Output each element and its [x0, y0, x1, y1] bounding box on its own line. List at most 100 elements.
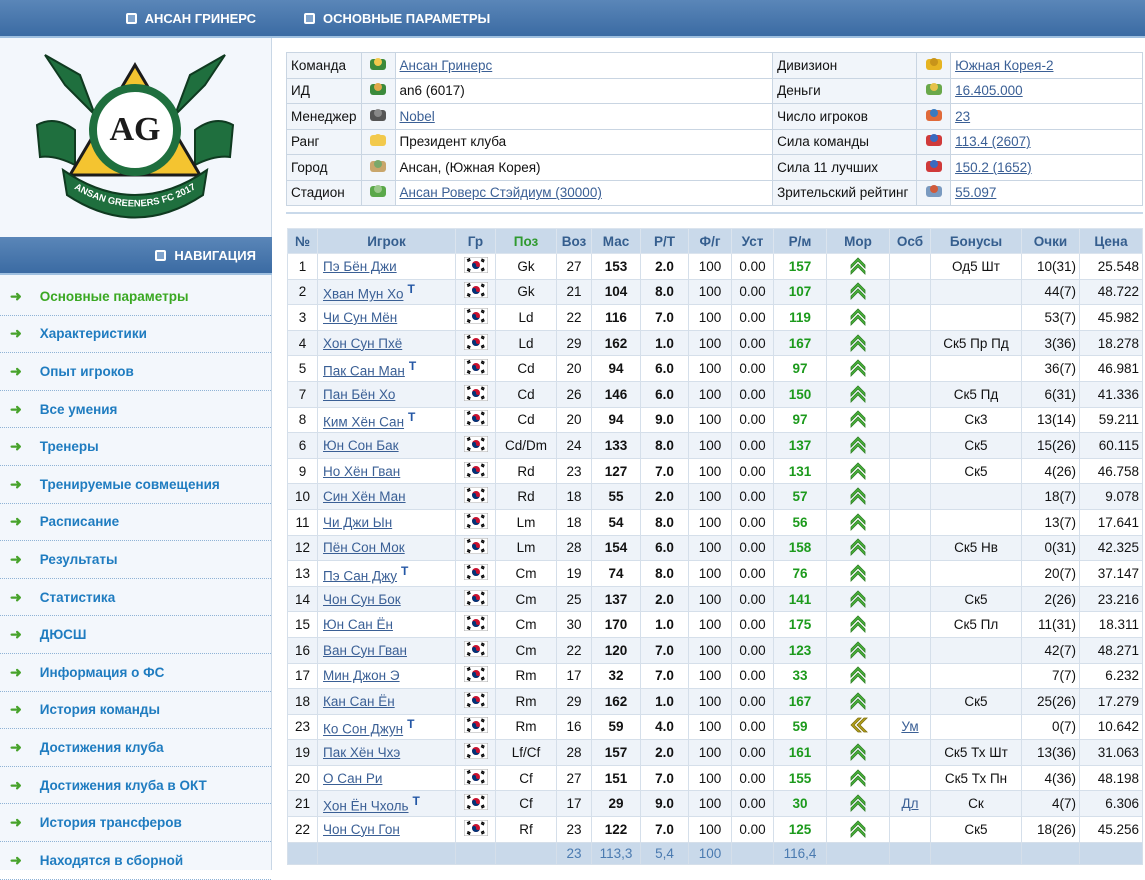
- cell-text: 100: [698, 489, 722, 505]
- special-ability[interactable]: Дл: [901, 796, 919, 812]
- nav-item[interactable]: ➜ Статистика: [0, 579, 271, 617]
- player-name[interactable]: Пак Хён Чхэ: [323, 745, 401, 761]
- info-link[interactable]: Ансан Роверс Стэйдиум (30000): [399, 185, 602, 201]
- cell: 29: [591, 790, 641, 818]
- cell-text: Ск5 Пл: [953, 617, 999, 633]
- player-name[interactable]: Юн Сан Ён: [323, 617, 393, 633]
- cell-text: 25: [566, 591, 582, 607]
- player-name[interactable]: Пан Бён Хо: [323, 386, 396, 402]
- player-name[interactable]: Хон Ён Чхоль: [323, 798, 409, 814]
- cell-text: 6.232: [1105, 668, 1139, 684]
- player-name[interactable]: Пак Сан Ман: [323, 363, 405, 379]
- info-link[interactable]: 23: [955, 108, 971, 124]
- nav-item[interactable]: ➜ История команды: [0, 692, 271, 730]
- player-name[interactable]: Пэ Сан Джу: [323, 568, 398, 584]
- total-cell: 116,4: [773, 841, 827, 865]
- player-row: 1 Пэ Бён Джи Gk 27 153 2.0 100 0.00 157 Од5 Шт 10(…: [287, 253, 1143, 280]
- info-link[interactable]: 55.097: [955, 185, 997, 201]
- total-text: 116,4: [783, 845, 817, 861]
- player-name[interactable]: Хон Сун Пхё: [323, 335, 403, 351]
- player-name[interactable]: Чи Сун Мён: [323, 309, 398, 325]
- cell-text: 100: [698, 719, 722, 735]
- cell-text: 28: [566, 540, 582, 556]
- nav-item[interactable]: ➜ Информация о ФС: [0, 654, 271, 692]
- cell-text: 107: [788, 284, 812, 300]
- cell: 100: [688, 636, 732, 664]
- info-link[interactable]: 113.4 (2607): [955, 134, 1031, 150]
- nav-item[interactable]: ➜ Опыт игроков: [0, 353, 271, 391]
- nav-item[interactable]: ➜ Тренеры: [0, 428, 271, 466]
- nav-item[interactable]: ➜ Характеристики: [0, 316, 271, 354]
- cell: 17.641: [1079, 508, 1143, 536]
- cell: 17: [287, 662, 318, 690]
- cell: 1.0: [640, 688, 689, 715]
- cell: 30: [773, 790, 827, 818]
- cell-text: 0(7): [1051, 719, 1076, 735]
- cell-text: 22: [566, 309, 582, 325]
- nav-item[interactable]: ➜ Расписание: [0, 504, 271, 542]
- player-name[interactable]: Чи Джи Ын: [323, 514, 393, 530]
- cell: 23.216: [1079, 585, 1143, 613]
- cell: [455, 380, 496, 408]
- cell-text: 151: [604, 770, 628, 786]
- cell-text: 0.00: [739, 489, 766, 505]
- nav-item[interactable]: ➜ ДЮСШ: [0, 616, 271, 654]
- cell: 0.00: [731, 816, 774, 843]
- nav-item[interactable]: ➜ Результаты: [0, 541, 271, 579]
- player-name[interactable]: Пён Сон Мок: [323, 540, 405, 556]
- player-name[interactable]: Мин Джон Э: [323, 668, 400, 684]
- cell-text: 157: [788, 258, 812, 274]
- info-link[interactable]: Ансан Гринерс: [399, 57, 493, 73]
- logo-crocodile: [44, 54, 96, 116]
- nav-label: История команды: [39, 702, 161, 718]
- column-header: Игрок: [317, 228, 456, 254]
- nav-item[interactable]: ➜ Достижения клуба: [0, 729, 271, 767]
- player-name[interactable]: Кан Сан Ён: [323, 693, 395, 709]
- info-link[interactable]: 16.405.000: [955, 83, 1023, 99]
- info-label: Деньги: [772, 77, 918, 104]
- cell: 6(31): [1021, 380, 1080, 408]
- info-icon: [360, 103, 396, 130]
- player-tag: Т: [407, 282, 415, 297]
- player-name[interactable]: Ко Сон Джун: [323, 721, 404, 737]
- flag: [463, 486, 488, 506]
- cell: 94: [591, 406, 641, 434]
- info-icon: [916, 128, 952, 155]
- nav-item[interactable]: ➜ Все умения: [0, 391, 271, 429]
- nav-item[interactable]: ➜ Находятся в сборной: [0, 842, 271, 880]
- nav-item[interactable]: ➜ Достижения клуба в ОКТ: [0, 767, 271, 805]
- info-link[interactable]: Южная Корея-2: [955, 57, 1054, 73]
- player-name[interactable]: Но Хён Гван: [323, 463, 401, 479]
- cell-text: 19: [566, 565, 582, 581]
- cell-text: 5: [298, 361, 307, 377]
- cell-text: 7.0: [655, 642, 674, 658]
- cell-text: 9.0: [655, 796, 674, 812]
- special-ability[interactable]: Ум: [901, 719, 919, 735]
- player-name[interactable]: Ван Сун Гван: [323, 642, 407, 658]
- cell: Юн Сон Бак: [317, 432, 456, 459]
- player-name[interactable]: Чон Сун Гон: [323, 821, 400, 837]
- cell: Пак Хён Чхэ: [317, 739, 456, 766]
- cell: 154: [591, 534, 641, 562]
- nav-item[interactable]: ➜ Тренируемые совмещения: [0, 466, 271, 504]
- cell-text: 97: [792, 361, 808, 377]
- player-name[interactable]: Чон Сун Бок: [323, 591, 401, 607]
- player-name[interactable]: Син Хён Ман: [323, 489, 406, 505]
- cell-text: 0.00: [739, 335, 766, 351]
- player-row: 8 Ким Хён Сан Т Cd 20 94 9.0 100 0.00 97 Ск3 13(14)…: [287, 406, 1143, 434]
- cell: Lf/Cf: [495, 739, 557, 766]
- info-link[interactable]: Nobel: [399, 108, 435, 124]
- cell-text: 100: [698, 668, 722, 684]
- player-name[interactable]: Юн Сон Бак: [323, 437, 399, 453]
- nav-item[interactable]: ➜ Основные параметры: [0, 278, 271, 316]
- cell: 48.722: [1079, 278, 1143, 306]
- player-name[interactable]: Пэ Бён Джи: [323, 258, 397, 274]
- player-name[interactable]: О Сан Ри: [323, 770, 383, 786]
- nav-item[interactable]: ➜ История трансферов: [0, 804, 271, 842]
- info-link[interactable]: 150.2 (1652): [955, 159, 1032, 175]
- cell-text: 104: [604, 284, 628, 300]
- player-name[interactable]: Хван Мун Хо: [323, 286, 404, 302]
- player-name[interactable]: Ким Хён Сан: [323, 414, 405, 430]
- cell-text: 45.982: [1097, 309, 1139, 325]
- cell: 76: [773, 560, 827, 587]
